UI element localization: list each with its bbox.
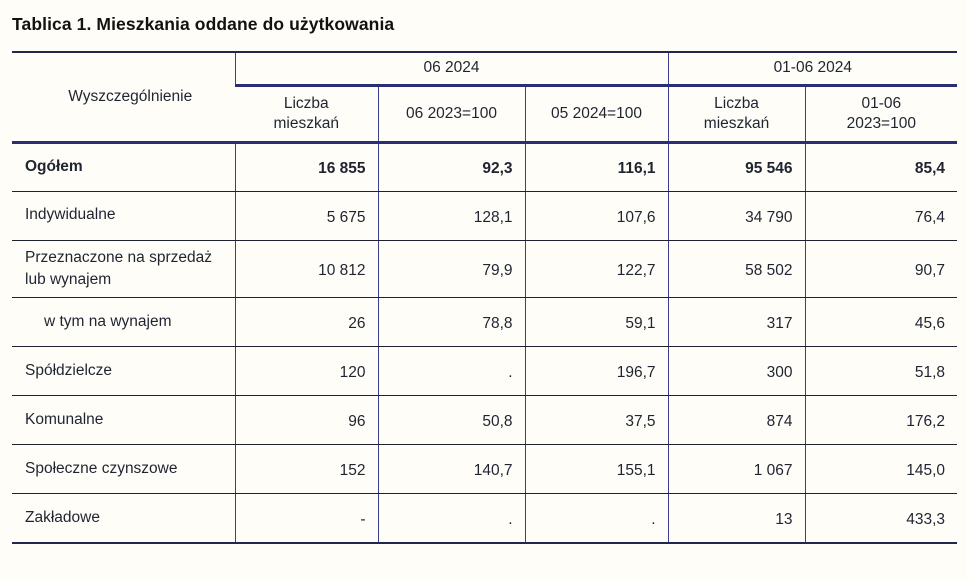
cell-value: 5 675 [234, 191, 378, 241]
cell-value: - [234, 493, 378, 543]
table-row: Spółdzielcze 120. 196,7 300 51,8 [12, 346, 958, 397]
cell-value: 300 [667, 346, 806, 397]
cell-value: 78,8 [377, 297, 525, 348]
cell-value: 107,6 [524, 191, 669, 241]
subheader-liczba-mieszkan-period: Liczba mieszkań [667, 85, 806, 144]
cell-value: 116,1 [524, 142, 669, 192]
cell-value: 433,3 [804, 493, 958, 543]
dwellings-table: Wyszczególnienie 06 2024 01-06 2024 Licz… [12, 51, 958, 544]
table-row: Indywidualne 5 675 128,1 107,6 34 790 76,4 [12, 191, 958, 241]
cell-value: 1 067 [667, 444, 806, 495]
cell-value: 37,5 [524, 395, 669, 446]
header-sub-row: Liczba mieszkań 06 2023=100 05 2024=100 … [12, 85, 958, 144]
row-label: Społeczne czynszowe [12, 444, 235, 495]
column-group-06-2024: 06 2024 [234, 52, 669, 87]
cell-value: 76,4 [804, 191, 958, 241]
cell-value: 317 [667, 297, 806, 348]
cell-value: . [377, 493, 525, 543]
table-row: Przeznaczone na sprzedaż lub wynajem 10 8… [12, 240, 958, 299]
header-group-row: Wyszczególnienie 06 2024 01-06 2024 [12, 52, 958, 144]
cell-value: 45,6 [804, 297, 958, 348]
cell-value: 16 855 [234, 142, 378, 192]
cell-value: 122,7 [524, 240, 669, 299]
cell-value: 79,9 [377, 240, 525, 299]
subheader-05-2024-100: 05 2024=100 [524, 85, 669, 144]
cell-value: 152 [234, 444, 378, 495]
cell-value: 92,3 [377, 142, 525, 192]
cell-value: 95 546 [667, 142, 806, 192]
table-row: Ogółem 16 855 92,3 116,1 95 546 85,4 [12, 142, 958, 192]
row-label: Ogółem [12, 142, 235, 192]
cell-value: 34 790 [667, 191, 806, 241]
table-body: Ogółem 16 855 92,3 116,1 95 546 85,4 Indywidua… [12, 142, 958, 543]
cell-value: 50,8 [377, 395, 525, 446]
cell-value: 196,7 [524, 346, 669, 397]
row-label: Przeznaczone na sprzedaż lub wynajem [12, 240, 235, 299]
table-title: Tablica 1. Mieszkania oddane do użytkowa… [12, 14, 395, 34]
cell-value: 59,1 [524, 297, 669, 348]
cell-value: 120 [234, 346, 378, 397]
table-row: Społeczne czynszowe 152 140,7 155,1 1 067 145… [12, 444, 958, 495]
cell-value: 58 502 [667, 240, 806, 299]
table-row: Zakładowe -.. 13 433,3 [12, 493, 958, 543]
row-label: w tym na wynajem [12, 297, 235, 348]
table-row: Komunalne 96 50,8 37,5 874 176,2 [12, 395, 958, 446]
row-label: Zakładowe [25, 508, 100, 526]
cell-value: 128,1 [377, 191, 525, 241]
subheader-01-06-2023-100: 01-06 2023=100 [804, 85, 958, 144]
row-label: Komunalne [12, 395, 235, 446]
cell-value: 26 [234, 297, 378, 348]
subheader-06-2023-100: 06 2023=100 [377, 85, 525, 144]
cell-value: 145,0 [804, 444, 958, 495]
page: Tablica 1. Mieszkania oddane do użytkowa… [12, 14, 958, 544]
stub-header: Wyszczególnienie [12, 52, 235, 144]
subheader-liczba-mieszkan-month: Liczba mieszkań [235, 85, 378, 144]
cell-value: . [377, 346, 525, 397]
cell-value: 85,4 [804, 142, 958, 192]
row-label: Indywidualne [12, 191, 235, 241]
cell-value: 155,1 [524, 444, 669, 495]
row-label: Spółdzielcze [12, 346, 235, 397]
cell-value: 13 [667, 493, 806, 543]
column-group-01-06-2024: 01-06 2024 [667, 52, 958, 87]
cell-value: 90,7 [804, 240, 958, 299]
cell-value: 176,2 [804, 395, 958, 446]
cell-value: 96 [234, 395, 378, 446]
cell-value: 140,7 [377, 444, 525, 495]
cell-value: 51,8 [804, 346, 958, 397]
cell-value: 10 812 [234, 240, 378, 299]
table-row: w tym na wynajem 26 78,8 59,1 317 45,6 [12, 297, 958, 348]
cell-value: 874 [667, 395, 806, 446]
cell-value: . [524, 493, 669, 543]
